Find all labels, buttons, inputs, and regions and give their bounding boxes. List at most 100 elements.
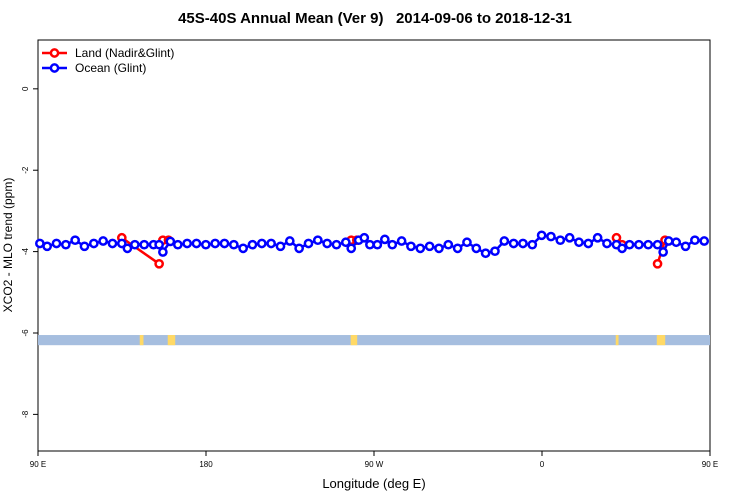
- ocean-point: [564, 232, 575, 243]
- legend-marker: [49, 63, 60, 73]
- ocean-point: [617, 243, 627, 254]
- surface-band: [38, 335, 710, 346]
- ocean-point: [122, 243, 133, 254]
- ocean-point: [165, 236, 176, 247]
- ocean-point: [499, 236, 510, 246]
- x-tick-label: 180: [199, 460, 213, 469]
- ocean-point: [79, 241, 90, 252]
- ocean-point: [303, 238, 314, 249]
- ocean-point: [536, 230, 547, 241]
- ocean-point: [490, 246, 500, 257]
- ocean-point: [583, 238, 594, 249]
- ocean-point: [624, 239, 635, 250]
- ocean-point: [42, 241, 52, 252]
- ocean-point: [219, 238, 230, 249]
- ocean-point: [88, 238, 99, 249]
- land-point: [652, 258, 663, 269]
- x-tick-label: 90 E: [30, 460, 46, 469]
- ocean-point: [443, 239, 454, 250]
- ocean-point: [359, 232, 370, 243]
- ocean-point: [191, 238, 202, 249]
- ocean-point: [172, 239, 183, 250]
- legend: Land (Nadir&Glint)Ocean (Glint): [42, 46, 174, 75]
- land-line: [121, 236, 160, 265]
- ocean-point: [158, 247, 168, 257]
- ocean-point: [462, 237, 472, 248]
- legend-marker: [49, 48, 60, 58]
- ocean-point: [312, 235, 323, 246]
- ocean-band: [38, 335, 710, 346]
- ocean-point: [396, 236, 407, 246]
- ocean-point: [210, 238, 220, 249]
- ocean-point: [652, 239, 663, 250]
- ocean-point: [256, 238, 267, 249]
- ocean-point: [424, 241, 435, 252]
- land-band: [167, 335, 176, 346]
- y-tick-label: -4: [21, 248, 30, 256]
- ocean-point: [322, 238, 332, 249]
- ocean-point: [346, 243, 357, 254]
- x-tick-label: 0: [540, 460, 545, 469]
- ocean-point: [275, 241, 286, 252]
- land-band: [656, 335, 666, 346]
- ocean-point: [154, 239, 164, 250]
- ocean-point: [70, 235, 80, 246]
- ocean-point: [98, 236, 108, 246]
- ocean-point: [699, 236, 710, 246]
- land-band: [615, 335, 619, 346]
- ocean-point: [130, 239, 140, 250]
- ocean-point: [406, 241, 416, 252]
- ocean-point: [452, 243, 463, 254]
- ocean-point: [60, 239, 71, 250]
- ocean-point: [284, 236, 295, 246]
- ocean-point: [634, 239, 644, 250]
- ocean-point: [238, 243, 248, 254]
- ocean-point: [331, 239, 342, 250]
- ocean-point: [680, 241, 691, 252]
- ocean-point: [690, 235, 700, 246]
- y-tick-label: -2: [21, 166, 30, 174]
- ocean-point: [139, 239, 150, 250]
- ocean-point: [434, 243, 444, 254]
- x-axis-label: Longitude (deg E): [322, 476, 426, 491]
- ocean-point: [266, 238, 276, 249]
- y-tick-label: 0: [21, 86, 30, 91]
- ocean-point: [480, 248, 491, 259]
- land-point: [154, 258, 164, 269]
- y-tick-label: -6: [21, 329, 30, 337]
- x-tick-label: 90 E: [702, 460, 718, 469]
- legend-entry: Ocean (Glint): [75, 61, 146, 75]
- axes: 90 E 180 90 W 0 90 E 0 -2 -4 -6 -8: [21, 86, 718, 469]
- ocean-point: [372, 239, 383, 250]
- ocean-point: [518, 238, 528, 249]
- ocean-point: [51, 238, 62, 249]
- ocean-point: [574, 237, 584, 248]
- ocean-point: [294, 243, 304, 254]
- ocean-point: [379, 234, 390, 245]
- ocean-point: [247, 239, 258, 250]
- ocean-point: [107, 238, 118, 249]
- ocean-point: [527, 239, 538, 250]
- land-band: [350, 335, 358, 346]
- ocean-point: [602, 238, 612, 249]
- ocean-point: [555, 235, 566, 246]
- ocean-point: [182, 238, 192, 249]
- ocean-point: [387, 239, 398, 250]
- ocean-point: [643, 239, 654, 250]
- ocean-point: [671, 237, 682, 248]
- ocean-point: [228, 239, 239, 250]
- ocean-point: [508, 238, 519, 249]
- ocean-point: [546, 231, 556, 242]
- ocean-point: [592, 232, 603, 243]
- x-tick-label: 90 W: [365, 460, 384, 469]
- series-layer: [35, 230, 710, 269]
- ocean-point: [415, 243, 426, 254]
- ocean-point: [663, 236, 674, 246]
- chart-title: 45S-40S Annual Mean (Ver 9) 2014-09-06 t…: [178, 10, 572, 27]
- ocean-point: [116, 238, 127, 249]
- land-band: [139, 335, 144, 346]
- y-tick-label: -8: [21, 410, 30, 418]
- ocean-point: [340, 237, 351, 248]
- ocean-point: [658, 247, 668, 257]
